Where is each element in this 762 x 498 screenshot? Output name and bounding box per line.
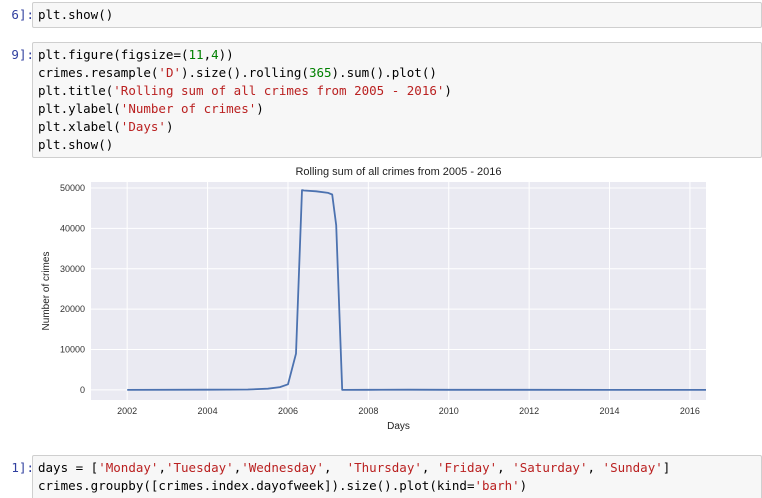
code-token: plt.figure(figsize=( [38, 47, 189, 62]
code-token: ] [662, 460, 671, 475]
code-token: , [587, 460, 603, 475]
code-token: 'Tuesday' [165, 460, 234, 475]
series-line-group [127, 189, 706, 391]
x-tick-label: 2006 [278, 406, 298, 416]
code-token: 'Wednesday' [241, 460, 325, 475]
x-tick-label: 2008 [358, 406, 378, 416]
code-token: 'Monday' [98, 460, 159, 475]
code-token: crimes.resample( [38, 65, 159, 80]
code-token: 'D' [158, 65, 181, 80]
chart-title: Rolling sum of all crimes from 2005 - 20… [295, 166, 501, 178]
code-token: plt.title( [38, 83, 114, 98]
code-token: plt.show() [38, 137, 114, 152]
x-tick-label: 2016 [680, 406, 700, 416]
code-token: plt.ylabel( [38, 101, 121, 116]
code-input[interactable]: plt.figure(figsize=(11,4)) crimes.resampl… [32, 42, 762, 158]
code-line: days = ['Monday','Tuesday','Wednesday', … [38, 459, 756, 477]
code-token: 'Saturday' [512, 460, 588, 475]
y-axis-label: Number of crimes [41, 252, 52, 331]
x-tick-label: 2002 [117, 406, 137, 416]
code-token: ) [256, 101, 264, 116]
code-token: 11 [188, 47, 204, 62]
y-tick-label: 20000 [60, 304, 85, 314]
y-tick-label: 30000 [60, 264, 85, 274]
x-tick-label: 2010 [439, 406, 459, 416]
code-token: crimes.groupby([crimes.index.dayofweek])… [38, 478, 475, 493]
code-token: 'Friday' [436, 460, 498, 475]
cell-prompt: 9]: [11, 47, 34, 62]
code-token: 365 [308, 65, 332, 80]
code-token: 'Sunday' [602, 460, 663, 475]
code-line: plt.show() [38, 136, 756, 154]
code-token: ) [444, 83, 452, 98]
y-tick-label: 50000 [60, 183, 85, 193]
series-line [127, 189, 706, 391]
code-token: , [421, 460, 437, 475]
code-line: plt.title('Rolling sum of all crimes fro… [38, 82, 756, 100]
code-token: 'Number of crimes' [120, 101, 257, 116]
code-token: , [158, 460, 166, 475]
tick-labels: 2002 2004 2006 2008 2010 2012 2014 2016 0 10000 20… [60, 183, 700, 416]
code-token: days = [ [38, 460, 99, 475]
code-token: )) [218, 47, 234, 62]
code-line: plt.show() [38, 6, 756, 24]
code-token: 'barh' [474, 478, 520, 493]
code-token: 4 [211, 47, 219, 62]
code-line: crimes.resample('D').size().rolling(365)… [38, 64, 756, 82]
rolling-sum-chart: 2002 2004 2006 2008 2010 2012 2014 2016 0 10000 20… [41, 166, 706, 432]
code-token: 'Thursday' [346, 460, 422, 475]
code-token: 'Days' [120, 119, 166, 134]
y-tick-label: 40000 [60, 223, 85, 233]
y-tick-label: 0 [80, 385, 85, 395]
code-token: ).size().rolling( [181, 65, 309, 80]
code-token: , [203, 47, 212, 62]
code-token: , [497, 460, 513, 475]
code-line: plt.xlabel('Days') [38, 118, 756, 136]
code-input[interactable]: days = ['Monday','Tuesday','Wednesday', … [32, 455, 762, 498]
plot-area [91, 182, 706, 400]
code-token: , [233, 460, 242, 475]
code-line: plt.ylabel('Number of crimes') [38, 100, 756, 118]
code-token: 'Rolling sum of all crimes from 2005 - 2… [113, 83, 445, 98]
x-tick-label: 2004 [198, 406, 218, 416]
code-token: ).sum().plot() [331, 65, 437, 80]
cell-prompt: 1]: [11, 460, 34, 475]
code-line: crimes.groupby([crimes.index.dayofweek])… [38, 477, 756, 495]
x-tick-label: 2012 [519, 406, 539, 416]
code-token: plt.show() [38, 7, 114, 22]
x-tick-label: 2014 [600, 406, 620, 416]
code-token: , [324, 460, 347, 475]
code-token: ) [165, 119, 174, 134]
cell-prompt: 6]: [11, 7, 34, 22]
x-axis-label: Days [387, 421, 410, 432]
code-token: plt.xlabel( [38, 119, 121, 134]
code-token: ) [519, 478, 528, 493]
code-line: plt.figure(figsize=(11,4)) [38, 46, 756, 64]
code-input[interactable]: plt.show() [32, 2, 762, 28]
y-tick-label: 10000 [60, 345, 85, 355]
